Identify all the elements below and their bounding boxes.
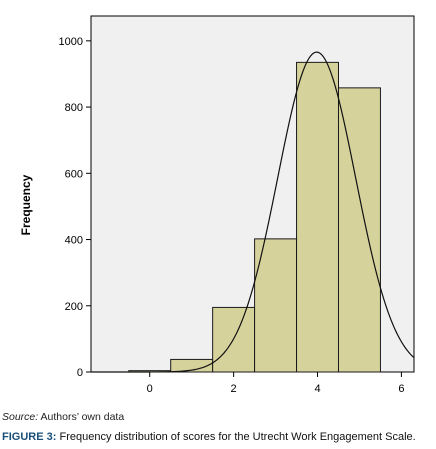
y-axis-label: Frequency	[19, 174, 33, 235]
bars	[128, 61, 381, 373]
x-tick-label: 4	[314, 383, 320, 395]
histogram-bar	[337, 87, 381, 373]
x-tick-label: 2	[231, 383, 237, 395]
histogram-bar	[254, 238, 298, 373]
histogram-bar	[296, 61, 339, 373]
source-note: Source: Authors’ own data	[2, 411, 124, 423]
chart-svg: 0 200 400 600 800 1000 0 2 4 6 Frequency	[19, 15, 415, 395]
figure-caption: FIGURE 3: Frequency distribution of scor…	[2, 431, 416, 443]
x-tick-label: 0	[147, 383, 153, 395]
y-tick-label: 600	[65, 168, 83, 180]
histogram-chart: 0 200 400 600 800 1000 0 2 4 6 Frequency	[19, 15, 415, 395]
source-label: Source:	[2, 411, 39, 423]
y-tick-label: 400	[65, 235, 83, 247]
normal-curve-line	[91, 51, 415, 373]
figure-label: FIGURE 3:	[2, 431, 57, 443]
source-text: Authors’ own data	[40, 411, 125, 423]
y-tick-label: 200	[65, 301, 83, 313]
y-tick-label: 1000	[59, 36, 83, 48]
axes: 0 200 400 600 800 1000 0 2 4 6	[59, 36, 405, 395]
y-tick-label: 0	[77, 367, 83, 379]
figure-caption-text: Frequency distribution of scores for the…	[59, 431, 416, 443]
x-tick-label: 6	[398, 383, 404, 395]
normal-curve	[91, 51, 415, 373]
y-tick-label: 800	[65, 102, 83, 114]
